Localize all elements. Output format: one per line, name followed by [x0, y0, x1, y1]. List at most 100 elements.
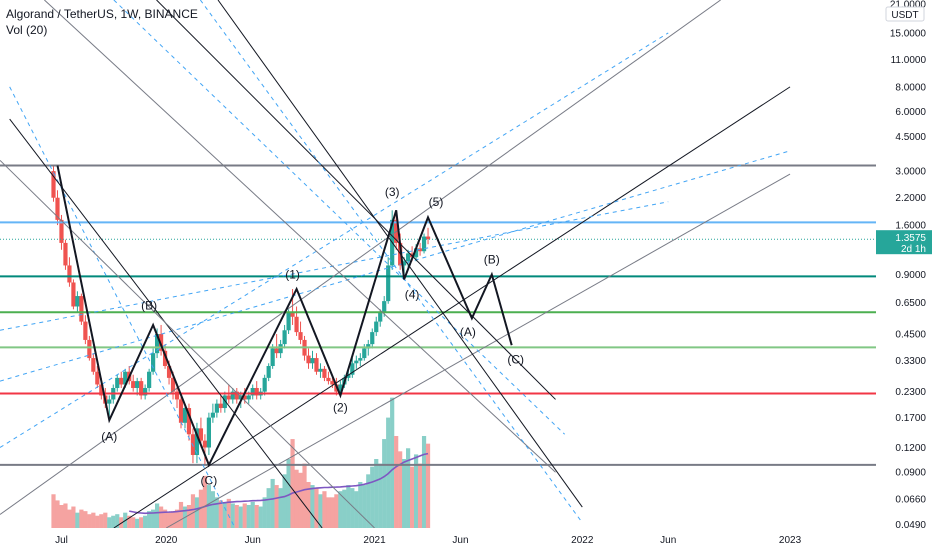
- candle-body: [139, 381, 144, 396]
- candle-body: [290, 312, 295, 317]
- price-tick-label: 8.0000: [895, 82, 926, 93]
- trend-lines-layer: [0, 0, 791, 528]
- volume-bar: [306, 482, 311, 528]
- candle-body: [107, 399, 112, 404]
- time-tick-label: 2023: [779, 535, 802, 546]
- volume-bar: [322, 491, 327, 528]
- candle-body: [234, 391, 239, 400]
- price-tick-label: 0.2300: [895, 387, 926, 398]
- candle-body: [206, 417, 211, 448]
- price-tick-label: 11.0000: [891, 55, 927, 66]
- candle-body: [198, 428, 204, 441]
- time-tick-label: Jun: [245, 535, 261, 546]
- candle-body: [338, 384, 343, 392]
- volume-bar: [425, 443, 431, 528]
- elliott-wave-path: [56, 165, 513, 468]
- candle-body: [346, 374, 351, 378]
- candle-body: [318, 368, 323, 372]
- trend-line: [0, 159, 375, 528]
- volume-bar: [59, 505, 64, 528]
- bar-countdown: 2d 1h: [901, 244, 926, 255]
- volume-bar: [378, 463, 383, 528]
- candle-body: [210, 412, 215, 418]
- symbol-title[interactable]: Algorand / TetherUS, 1W, BINANCE: [6, 7, 198, 21]
- candle-body: [266, 366, 271, 378]
- price-tick-label: 21.0000: [890, 0, 927, 10]
- time-tick-label: 2020: [155, 535, 178, 546]
- candle-body: [95, 371, 100, 385]
- volume-bar: [190, 494, 196, 528]
- volume-bar: [51, 494, 56, 528]
- candle-body: [63, 242, 68, 266]
- wave-label: (A): [460, 325, 476, 339]
- volume-bar: [186, 505, 192, 528]
- candle-body: [55, 197, 60, 220]
- volume-bar: [99, 514, 104, 528]
- candle-body: [238, 395, 243, 400]
- volume-bar: [374, 459, 379, 528]
- volume-bar: [63, 503, 68, 528]
- candle-body: [91, 358, 96, 372]
- volume-bar: [178, 501, 184, 528]
- candle-body: [298, 332, 303, 340]
- volume-bar: [366, 474, 371, 528]
- candle-body: [131, 381, 136, 388]
- volume-bar: [338, 491, 343, 528]
- volume-bar: [262, 497, 267, 528]
- candle-body: [306, 355, 311, 364]
- candle-body: [71, 282, 76, 307]
- volume-bar: [302, 463, 307, 528]
- candle-body: [123, 371, 128, 385]
- volume-bar: [166, 512, 172, 528]
- price-tick-label: 0.9000: [895, 270, 926, 281]
- time-tick-label: 2021: [363, 535, 386, 546]
- candle-body: [282, 330, 287, 345]
- volume-bar: [214, 497, 219, 528]
- price-tick-label: 0.0490: [895, 520, 926, 531]
- volume-bar: [310, 485, 315, 528]
- candle-body: [421, 236, 427, 252]
- volume-bar: [246, 505, 251, 528]
- time-axis-bg: [0, 528, 932, 550]
- volume-bar: [91, 512, 96, 528]
- time-axis[interactable]: Jul 2020 Jun 2021 Jun 2022 Jun 2023: [0, 528, 932, 550]
- candle-body: [214, 403, 219, 413]
- candle-body: [294, 316, 299, 333]
- volume-bar: [413, 454, 419, 528]
- candle-body: [194, 428, 200, 455]
- volume-bar: [286, 459, 291, 528]
- candle-body: [147, 371, 152, 388]
- currency-badge-label: USDT: [891, 10, 918, 21]
- volume-bar: [83, 511, 88, 528]
- volume-bar: [294, 469, 299, 528]
- candle-body: [51, 171, 56, 198]
- candle-body: [222, 395, 227, 409]
- candle-body: [226, 395, 231, 400]
- horizontal-levels-layer: [0, 164, 876, 466]
- volume-bar: [230, 503, 235, 528]
- volume-bar: [318, 494, 323, 528]
- volume-bar: [417, 463, 423, 528]
- volume-bar: [151, 509, 156, 528]
- trend-line: [0, 0, 721, 515]
- volume-bar: [218, 500, 223, 528]
- volume-bar: [242, 503, 247, 528]
- volume-bar: [342, 489, 347, 528]
- candle-body: [75, 296, 80, 307]
- wave-label: (C): [507, 352, 524, 366]
- wave-label: (3): [385, 185, 400, 199]
- price-axis[interactable]: 21.0000 15.0000 11.0000 8.0000 6.0000 4.5000 3…: [876, 0, 932, 550]
- volume-bar: [55, 500, 60, 528]
- volume-bar: [390, 397, 395, 528]
- volume-indicator-label[interactable]: Vol (20): [6, 23, 48, 37]
- volume-bar: [334, 494, 339, 528]
- volume-bar: [402, 459, 407, 528]
- volume-bar: [258, 506, 263, 528]
- candle-body: [218, 403, 223, 409]
- volume-bar: [107, 517, 112, 528]
- volume-bar: [358, 482, 363, 528]
- candle-body: [202, 440, 208, 448]
- wave-label: (1): [285, 267, 300, 281]
- volume-bar: [274, 485, 279, 528]
